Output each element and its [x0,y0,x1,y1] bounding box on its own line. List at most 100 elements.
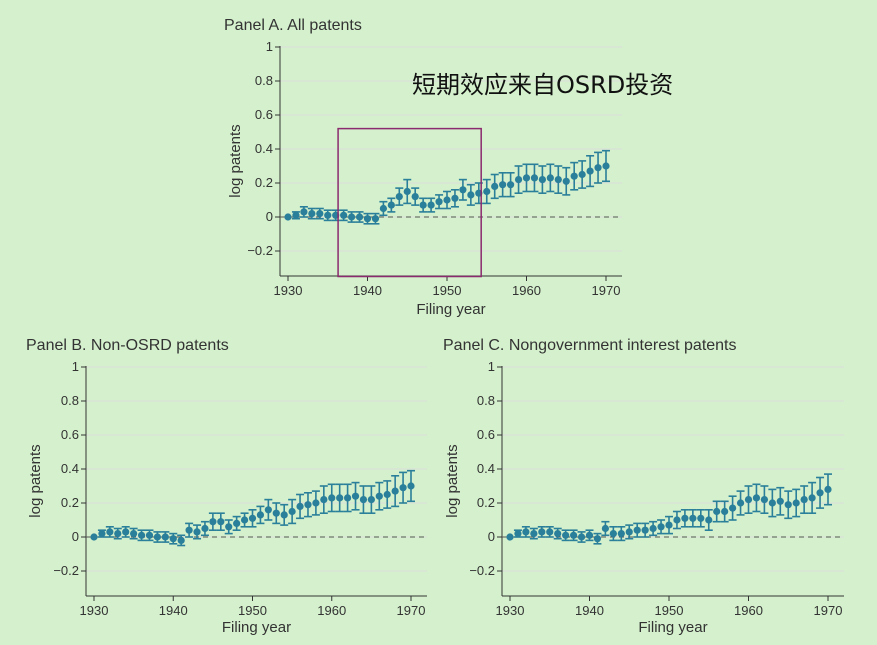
panel-a-y-tick-label: −0.2 [247,243,273,258]
panel-c-x-tick-label: 1970 [814,603,843,618]
panel-a-ylabel: log patents [227,124,244,197]
panel-b-xlabel: Filing year [222,619,291,636]
panel-a-data-point [292,211,300,219]
panel-b-data-point [359,496,368,504]
panel-a-data-point [395,193,403,201]
panel-a-data-point [459,186,467,194]
panel-b-x-tick-label: 1940 [159,603,188,618]
panel-b-data-point [137,531,146,539]
annotation-text: 短期效应来自OSRD投资 [412,71,673,99]
panel-a-data-point [562,177,570,185]
panel-a-y-tick-label: 0.2 [255,175,273,190]
panel-b-y-tick-label: −0.2 [53,563,79,578]
panel-b-y-tick-label: 0.8 [61,393,79,408]
panel-c-data-point [752,494,761,502]
panel-c-data-point [784,501,792,509]
panel-c-data-point [585,531,594,539]
panel-c-data-point [530,530,538,538]
panel-b-y-tick-label: 0.4 [61,461,79,476]
panel-c-data-point [681,514,689,522]
panel-c-xlabel: Filing year [638,619,707,636]
panel-a-data-point [483,187,491,196]
panel-a-data-point [451,194,459,202]
panel-b-data-point [122,528,130,536]
panel-a-data-point [546,174,554,182]
panel-c-data-point [689,514,697,522]
panel-a-data-point [467,191,475,199]
panel-c-y-tick-label: −0.2 [469,563,495,578]
panel-c-data-point [744,496,753,504]
panel-c-data-point [625,528,633,536]
panel-a-data-point [348,213,356,221]
panel-a-data-point [363,215,372,223]
panel-c-data-point [522,528,530,536]
panel-b-title: Panel B. Non-OSRD patents [26,337,229,354]
panel-a-y-tick-label: 0 [266,209,273,224]
panel-c-data-point [562,531,570,539]
panel-b-data-point [209,518,217,526]
panel-a-data-point [308,210,316,218]
panel-a-data-point [379,204,387,213]
panel-b-data-point [145,531,154,539]
panel-b-x-tick-label: 1930 [80,603,109,618]
panel-a-x-tick-label: 1940 [353,283,382,298]
panel-c-data-point [736,499,745,507]
panel-b-data-point [288,507,296,516]
panel-a-x-tick-label: 1960 [512,283,541,298]
panel-b-data-point [391,487,399,495]
panel-b-data-point [407,482,415,490]
panel-b-data-point [336,494,344,502]
panel-b-data-point [193,528,201,536]
panel-b-data-point [280,511,288,519]
panel-b: Panel B. Non-OSRD patents log patents Fi… [26,337,427,636]
panel-b-data-point [304,501,312,509]
panel-a-x-tick-label: 1970 [592,283,621,298]
panel-c-data-point [554,530,562,538]
panel-c-data-point [506,533,514,541]
panel-a-data-point [522,174,531,182]
panel-b-data-point [367,496,375,504]
panel-b-data-point [185,526,193,534]
panel-a-x-tick-label: 1930 [274,283,303,298]
panel-b-data-point [177,536,185,545]
panel-a-data-point [602,162,610,170]
panel-a-y-tick-label: 0.6 [255,107,273,122]
panel-b-data-point [161,533,169,541]
panel-a-data-point [340,211,348,219]
panel-c-data-point [601,524,610,533]
panel-c-x-tick-label: 1930 [496,603,525,618]
panel-a-data-point [538,176,547,184]
panel-b-data-point [233,519,241,528]
panel-a-x-tick-label: 1950 [433,283,462,298]
panel-c-data-point [721,507,729,516]
panel-a-title: Panel A. All patents [224,17,362,34]
panel-a-data-point [387,201,395,209]
panel-a-data-point [594,164,602,172]
panel-a-data-point [371,215,380,223]
panel-a-data-point [443,196,451,204]
panel-b-data-point [328,494,336,502]
panel-b-x-tick-label: 1970 [397,603,426,618]
panel-c-y-tick-label: 0 [488,529,495,544]
panel-b-data-point [296,502,304,510]
panel-b-data-point [114,530,122,538]
panel-b-ylabel: log patents [27,444,44,517]
panel-a-data-point [435,198,443,206]
panel-c-data-point [649,524,657,533]
panel-a-y-tick-label: 0.4 [255,141,273,156]
panel-b-data-point [344,494,352,502]
panel-b-data-point [383,490,391,499]
panel-b-data-point [312,499,320,507]
panel-b-data-point [248,514,257,522]
panel-b-data-point [264,506,272,514]
panel-b-data-point [399,484,407,492]
panel-c-x-tick-label: 1960 [734,603,763,618]
panel-a-data-point [499,181,507,189]
panel-b-data-point [225,523,233,531]
panel-a-data-point [578,170,586,179]
panel-b-x-tick-label: 1960 [317,603,346,618]
panel-b-y-tick-label: 1 [72,359,79,374]
panel-a-highlight-box [337,127,482,278]
panel-c-data-point [673,516,681,524]
panel-c-title: Panel C. Nongovernment interest patents [443,337,737,354]
